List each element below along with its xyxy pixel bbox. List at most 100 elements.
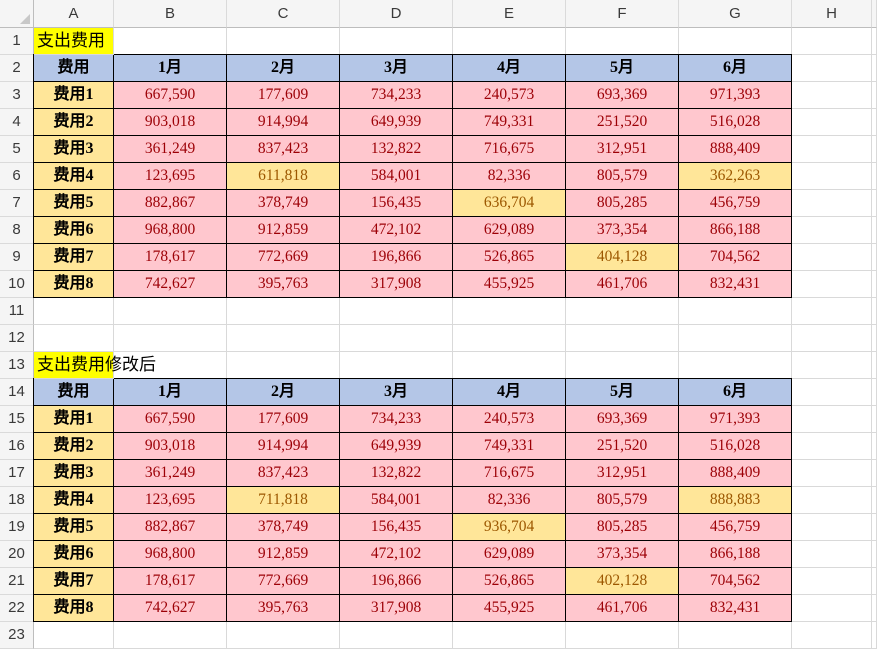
cell-H9[interactable]	[792, 244, 872, 271]
cell-A9[interactable]: 费用7	[33, 243, 114, 271]
cell-F14[interactable]: 5月	[565, 378, 679, 406]
cell-D18[interactable]: 584,001	[339, 486, 453, 514]
column-header-C[interactable]: C	[227, 0, 340, 28]
select-all-button[interactable]	[0, 0, 34, 28]
column-header-F[interactable]: F	[566, 0, 679, 28]
cell-I23[interactable]	[872, 622, 877, 649]
cell-I12[interactable]	[872, 325, 877, 352]
cell-E19[interactable]: 936,704	[452, 513, 566, 541]
cell-D23[interactable]	[340, 622, 453, 649]
cell-B4[interactable]: 903,018	[113, 108, 227, 136]
cell-B9[interactable]: 178,617	[113, 243, 227, 271]
cell-D14[interactable]: 3月	[339, 378, 453, 406]
cell-F13[interactable]	[566, 352, 679, 379]
cell-E8[interactable]: 629,089	[452, 216, 566, 244]
cell-C10[interactable]: 395,763	[226, 270, 340, 298]
row-header-2[interactable]: 2	[0, 55, 34, 82]
cell-H17[interactable]	[792, 460, 872, 487]
cell-A2[interactable]: 费用	[33, 54, 114, 82]
cell-I2[interactable]	[872, 55, 877, 82]
cell-B1[interactable]	[114, 28, 227, 55]
cell-F11[interactable]	[566, 298, 679, 325]
cell-I13[interactable]	[872, 352, 877, 379]
cell-E13[interactable]	[453, 352, 566, 379]
cell-H7[interactable]	[792, 190, 872, 217]
cell-E21[interactable]: 526,865	[452, 567, 566, 595]
cell-F8[interactable]: 373,354	[565, 216, 679, 244]
cell-D4[interactable]: 649,939	[339, 108, 453, 136]
cell-G22[interactable]: 832,431	[678, 594, 792, 622]
cell-H20[interactable]	[792, 541, 872, 568]
cell-I1[interactable]	[872, 28, 877, 55]
row-header-6[interactable]: 6	[0, 163, 34, 190]
cell-B6[interactable]: 123,695	[113, 162, 227, 190]
cell-H18[interactable]	[792, 487, 872, 514]
cell-G20[interactable]: 866,188	[678, 540, 792, 568]
cell-D8[interactable]: 472,102	[339, 216, 453, 244]
cell-H10[interactable]	[792, 271, 872, 298]
cell-G23[interactable]	[679, 622, 792, 649]
column-header-G[interactable]: G	[679, 0, 792, 28]
row-header-4[interactable]: 4	[0, 109, 34, 136]
row-header-5[interactable]: 5	[0, 136, 34, 163]
cell-B23[interactable]	[114, 622, 227, 649]
cell-G21[interactable]: 704,562	[678, 567, 792, 595]
cell-G11[interactable]	[679, 298, 792, 325]
cell-I17[interactable]	[872, 460, 877, 487]
cell-G15[interactable]: 971,393	[678, 405, 792, 433]
cell-G19[interactable]: 456,759	[678, 513, 792, 541]
cell-I9[interactable]	[872, 244, 877, 271]
cell-B12[interactable]	[114, 325, 227, 352]
cell-C16[interactable]: 914,994	[226, 432, 340, 460]
cell-G12[interactable]	[679, 325, 792, 352]
cell-G4[interactable]: 516,028	[678, 108, 792, 136]
cell-B10[interactable]: 742,627	[113, 270, 227, 298]
cell-A6[interactable]: 费用4	[33, 162, 114, 190]
cell-C9[interactable]: 772,669	[226, 243, 340, 271]
cell-A17[interactable]: 费用3	[33, 459, 114, 487]
cell-B18[interactable]: 123,695	[113, 486, 227, 514]
cell-G6[interactable]: 362,263	[678, 162, 792, 190]
row-header-21[interactable]: 21	[0, 568, 34, 595]
cell-C4[interactable]: 914,994	[226, 108, 340, 136]
cell-F5[interactable]: 312,951	[565, 135, 679, 163]
cell-B17[interactable]: 361,249	[113, 459, 227, 487]
cell-H3[interactable]	[792, 82, 872, 109]
cell-D9[interactable]: 196,866	[339, 243, 453, 271]
cell-F2[interactable]: 5月	[565, 54, 679, 82]
cell-D19[interactable]: 156,435	[339, 513, 453, 541]
cell-I15[interactable]	[872, 406, 877, 433]
cell-C11[interactable]	[227, 298, 340, 325]
cell-D11[interactable]	[340, 298, 453, 325]
cell-I5[interactable]	[872, 136, 877, 163]
cell-E15[interactable]: 240,573	[452, 405, 566, 433]
cell-H19[interactable]	[792, 514, 872, 541]
cell-H6[interactable]	[792, 163, 872, 190]
cell-C19[interactable]: 378,749	[226, 513, 340, 541]
cell-H4[interactable]	[792, 109, 872, 136]
cell-C22[interactable]: 395,763	[226, 594, 340, 622]
cell-F18[interactable]: 805,579	[565, 486, 679, 514]
cell-G5[interactable]: 888,409	[678, 135, 792, 163]
cell-H2[interactable]	[792, 55, 872, 82]
cell-E2[interactable]: 4月	[452, 54, 566, 82]
cell-A19[interactable]: 费用5	[33, 513, 114, 541]
cell-C5[interactable]: 837,423	[226, 135, 340, 163]
cell-B8[interactable]: 968,800	[113, 216, 227, 244]
cell-H21[interactable]	[792, 568, 872, 595]
column-header-H[interactable]: H	[792, 0, 872, 28]
cell-I22[interactable]	[872, 595, 877, 622]
cell-A16[interactable]: 费用2	[33, 432, 114, 460]
cell-F19[interactable]: 805,285	[565, 513, 679, 541]
row-header-19[interactable]: 19	[0, 514, 34, 541]
cell-E16[interactable]: 749,331	[452, 432, 566, 460]
cell-A14[interactable]: 费用	[33, 378, 114, 406]
cell-I8[interactable]	[872, 217, 877, 244]
cell-D1[interactable]	[340, 28, 453, 55]
cell-C15[interactable]: 177,609	[226, 405, 340, 433]
cell-H13[interactable]	[792, 352, 872, 379]
cell-I4[interactable]	[872, 109, 877, 136]
column-header-B[interactable]: B	[114, 0, 227, 28]
cell-H15[interactable]	[792, 406, 872, 433]
cell-G8[interactable]: 866,188	[678, 216, 792, 244]
